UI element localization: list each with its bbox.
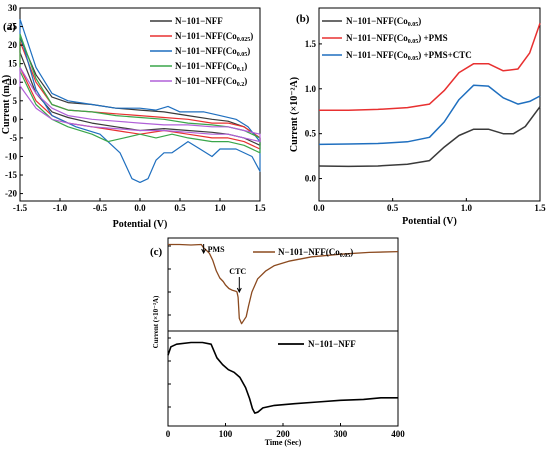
panel-a-xtick-label: -0.5: [93, 203, 108, 213]
panel-a-xtick-label: 0.0: [134, 203, 146, 213]
panel-c-frame: [167, 237, 399, 427]
panel-a-xtick-label: -1.5: [13, 203, 28, 213]
panel-a-series-2: [19, 18, 261, 183]
panel-b-ytick-label: 1.0: [305, 84, 317, 94]
panel-c-letter: (c): [150, 246, 163, 258]
panel-b-xlabel: Potential (V): [402, 216, 457, 227]
panel-a-ytick-label: -15: [5, 170, 17, 180]
panel-a-xlabel: Potential (V): [113, 219, 168, 230]
panel-a-ylabel: Current (mA): [1, 75, 12, 135]
panel-a-ytick-label: 30: [8, 3, 18, 13]
panel-a-legend-entry: N−101−NFF(Co0.1): [175, 61, 247, 73]
panel-b-ylabel: Current (×10⁻²A): [289, 77, 300, 152]
panel-c-annotation-pms: PMS: [208, 245, 225, 254]
panel-a-ytick-label: -20: [5, 189, 17, 199]
panel-b-legend-entry: N−101−NFF(Co0.05) +PMS+CTC: [346, 50, 472, 62]
panel-a-ytick-label: 5: [13, 96, 18, 106]
panel-c-xtick-label: 200: [276, 429, 290, 439]
panel-a-xtick-label: 0.5: [174, 203, 186, 213]
panel-b-series-2: [318, 84, 541, 146]
panel-a-series-3: [19, 33, 261, 154]
panel-b-ytick-label: 1.5: [305, 39, 317, 49]
panel-a-ytick-label: -10: [5, 151, 17, 161]
panel-b-series-1: [319, 23, 541, 112]
panel-b-xtick-label: 1.5: [534, 203, 546, 213]
panel-a-ytick-label: 20: [8, 40, 18, 50]
panel-b-ytick-label: 0.5: [305, 129, 317, 139]
panel-c-annotation-ctc: CTC: [229, 267, 246, 276]
panel-b-letter: (b): [296, 13, 310, 25]
panel-c-ylabel: Current (×10⁻³A): [152, 295, 160, 348]
panel-c-series-1: [167, 341, 398, 414]
panel-b-legend-entry: N−101−NFF(Co0.05): [346, 16, 421, 28]
panel-b-xtick-label: 0.0: [313, 203, 325, 213]
panel-c-xtick-label: 0: [166, 429, 171, 439]
panel-c-xtick-label: 100: [219, 429, 233, 439]
panel-a-ytick-label: 0: [13, 114, 18, 124]
panel-a-ytick-label: 15: [8, 59, 18, 69]
panel-a-series-4: [19, 67, 261, 143]
panel-b-ytick-label: 0.0: [305, 174, 317, 184]
panel-a-ytick-label: -5: [10, 133, 18, 143]
panel-c-pms-arrow: [201, 244, 207, 255]
panel-a-xtick-label: 1.0: [214, 203, 226, 213]
panel-c-xtick-label: 300: [334, 429, 348, 439]
panel-b-xtick-label: 0.5: [387, 203, 399, 213]
panel-b-legend-entry: N−101−NFF(Co0.05) +PMS: [346, 33, 448, 45]
panel-c-legend-entry: N−101−NFF: [308, 339, 356, 349]
panel-c-series-0: [168, 243, 399, 325]
panel-c-legend-entry: N−101−NFF(Co0.05): [278, 247, 353, 259]
panel-a-letter: (a): [3, 21, 16, 33]
panel-b-frame: [318, 7, 541, 202]
panel-c-xlabel: Time (Sec): [265, 438, 302, 447]
panel-a-xtick-label: 1.5: [254, 203, 266, 213]
panel-a-ytick-label: 25: [8, 22, 18, 32]
panel-a-xtick-label: -1.0: [53, 203, 68, 213]
panel-a-legend-entry: N−101−NFF(Co0.025): [175, 31, 253, 43]
panel-a-legend-entry: N−101−NFF(Co0.05): [175, 46, 250, 58]
panel-a-ytick-label: 10: [8, 77, 18, 87]
panel-a-legend-entry: N−101−NFF(Co0.2): [175, 76, 247, 88]
panel-c-ctc-arrow: [236, 277, 242, 294]
panel-b-xtick-label: 1.0: [461, 203, 473, 213]
panel-b-series-0: [318, 106, 541, 168]
panel-a-legend-entry: N−101−NFF: [175, 16, 223, 26]
panel-c-xtick-label: 400: [391, 429, 405, 439]
